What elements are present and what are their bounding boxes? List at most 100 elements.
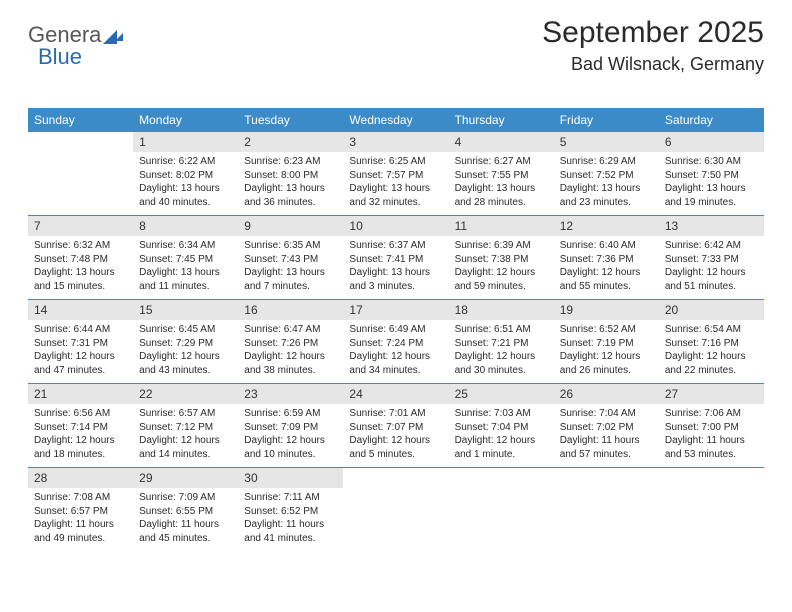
daylight-text: Daylight: 13 hours and 32 minutes. <box>349 182 442 209</box>
sunset-text: Sunset: 7:45 PM <box>139 253 232 267</box>
empty-cell <box>554 468 659 551</box>
day-cell: 6 Sunrise: 6:30 AMSunset: 7:50 PMDaylight… <box>659 132 764 215</box>
day-info: Sunrise: 7:11 AMSunset: 6:52 PMDaylight:… <box>244 491 337 545</box>
daylight-text: Daylight: 12 hours and 59 minutes. <box>455 266 548 293</box>
day-number: 26 <box>560 387 573 401</box>
day-number: 9 <box>244 219 251 233</box>
month-title: September 2025 <box>542 16 764 50</box>
day-cell: 18 Sunrise: 6:51 AMSunset: 7:21 PMDayligh… <box>449 300 554 383</box>
sunset-text: Sunset: 8:00 PM <box>244 169 337 183</box>
daylight-text: Daylight: 12 hours and 14 minutes. <box>139 434 232 461</box>
daynum-band: 22 <box>133 384 238 404</box>
daylight-text: Daylight: 12 hours and 30 minutes. <box>455 350 548 377</box>
title-block: September 2025 Bad Wilsnack, Germany <box>542 16 764 75</box>
day-cell: 25Sunrise: 7:03 AMSunset: 7:04 PMDayligh… <box>449 384 554 467</box>
daylight-text: Daylight: 12 hours and 38 minutes. <box>244 350 337 377</box>
sunrise-text: Sunrise: 6:30 AM <box>665 155 758 169</box>
daynum-band: 16 <box>238 300 343 320</box>
sunset-text: Sunset: 7:52 PM <box>560 169 653 183</box>
daynum-band: 17 <box>343 300 448 320</box>
day-info: Sunrise: 6:57 AMSunset: 7:12 PMDaylight:… <box>139 407 232 461</box>
daylight-text: Daylight: 11 hours and 57 minutes. <box>560 434 653 461</box>
sunrise-text: Sunrise: 7:01 AM <box>349 407 442 421</box>
day-number: 21 <box>34 387 47 401</box>
sunrise-text: Sunrise: 6:37 AM <box>349 239 442 253</box>
sunrise-text: Sunrise: 6:34 AM <box>139 239 232 253</box>
daylight-text: Daylight: 13 hours and 23 minutes. <box>560 182 653 209</box>
day-info: Sunrise: 6:52 AMSunset: 7:19 PMDaylight:… <box>560 323 653 377</box>
sunset-text: Sunset: 7:31 PM <box>34 337 127 351</box>
daylight-text: Daylight: 13 hours and 15 minutes. <box>34 266 127 293</box>
day-cell: 24Sunrise: 7:01 AMSunset: 7:07 PMDayligh… <box>343 384 448 467</box>
sunset-text: Sunset: 7:02 PM <box>560 421 653 435</box>
sunset-text: Sunset: 7:33 PM <box>665 253 758 267</box>
daylight-text: Daylight: 12 hours and 22 minutes. <box>665 350 758 377</box>
day-number: 15 <box>139 303 152 317</box>
day-cell: 8 Sunrise: 6:34 AMSunset: 7:45 PMDaylight… <box>133 216 238 299</box>
day-cell: 26Sunrise: 7:04 AMSunset: 7:02 PMDayligh… <box>554 384 659 467</box>
day-info: Sunrise: 6:34 AMSunset: 7:45 PMDaylight:… <box>139 239 232 293</box>
location-subtitle: Bad Wilsnack, Germany <box>542 54 764 75</box>
day-cell: 10Sunrise: 6:37 AMSunset: 7:41 PMDayligh… <box>343 216 448 299</box>
sunset-text: Sunset: 7:09 PM <box>244 421 337 435</box>
header-cell-tuesday: Tuesday <box>238 108 343 132</box>
day-number: 8 <box>139 219 146 233</box>
empty-cell <box>343 468 448 551</box>
day-number: 13 <box>665 219 678 233</box>
sunrise-text: Sunrise: 6:47 AM <box>244 323 337 337</box>
day-info: Sunrise: 6:25 AMSunset: 7:57 PMDaylight:… <box>349 155 442 209</box>
week-row: 1Sunrise: 6:22 AMSunset: 8:02 PMDaylight… <box>28 132 764 216</box>
day-cell: 30Sunrise: 7:11 AMSunset: 6:52 PMDayligh… <box>238 468 343 551</box>
day-info: Sunrise: 6:29 AMSunset: 7:52 PMDaylight:… <box>560 155 653 209</box>
sunrise-text: Sunrise: 6:54 AM <box>665 323 758 337</box>
daynum-band: 14 <box>28 300 133 320</box>
sunrise-text: Sunrise: 6:22 AM <box>139 155 232 169</box>
sunset-text: Sunset: 7:19 PM <box>560 337 653 351</box>
sunrise-text: Sunrise: 6:56 AM <box>34 407 127 421</box>
daynum-band: 28 <box>28 468 133 488</box>
week-row: 7Sunrise: 6:32 AMSunset: 7:48 PMDaylight… <box>28 216 764 300</box>
daynum-band: 12 <box>554 216 659 236</box>
day-info: Sunrise: 6:47 AMSunset: 7:26 PMDaylight:… <box>244 323 337 377</box>
day-number: 3 <box>349 135 356 149</box>
daynum-band: 25 <box>449 384 554 404</box>
day-info: Sunrise: 6:51 AMSunset: 7:21 PMDaylight:… <box>455 323 548 377</box>
sunset-text: Sunset: 7:38 PM <box>455 253 548 267</box>
sunrise-text: Sunrise: 6:25 AM <box>349 155 442 169</box>
calendar: SundayMondayTuesdayWednesdayThursdayFrid… <box>28 108 764 551</box>
daylight-text: Daylight: 12 hours and 51 minutes. <box>665 266 758 293</box>
day-number: 6 <box>665 135 672 149</box>
day-number: 1 <box>139 135 146 149</box>
week-row: 14Sunrise: 6:44 AMSunset: 7:31 PMDayligh… <box>28 300 764 384</box>
daylight-text: Daylight: 13 hours and 11 minutes. <box>139 266 232 293</box>
daynum-band: 2 <box>238 132 343 152</box>
daynum-band: 20 <box>659 300 764 320</box>
daylight-text: Daylight: 13 hours and 28 minutes. <box>455 182 548 209</box>
day-number: 27 <box>665 387 678 401</box>
day-number: 18 <box>455 303 468 317</box>
day-cell: 4Sunrise: 6:27 AMSunset: 7:55 PMDaylight… <box>449 132 554 215</box>
day-cell: 17 Sunrise: 6:49 AMSunset: 7:24 PMDayligh… <box>343 300 448 383</box>
daylight-text: Daylight: 13 hours and 40 minutes. <box>139 182 232 209</box>
daylight-text: Daylight: 13 hours and 19 minutes. <box>665 182 758 209</box>
day-cell: 16 Sunrise: 6:47 AMSunset: 7:26 PMDayligh… <box>238 300 343 383</box>
sunset-text: Sunset: 7:36 PM <box>560 253 653 267</box>
sunrise-text: Sunrise: 7:11 AM <box>244 491 337 505</box>
day-number: 25 <box>455 387 468 401</box>
day-cell: 5Sunrise: 6:29 AMSunset: 7:52 PMDaylight… <box>554 132 659 215</box>
sunset-text: Sunset: 7:50 PM <box>665 169 758 183</box>
sunrise-text: Sunrise: 6:27 AM <box>455 155 548 169</box>
brand-triangle2-icon <box>115 33 123 41</box>
daynum-band: 15 <box>133 300 238 320</box>
day-number: 19 <box>560 303 573 317</box>
daynum-band: 18 <box>449 300 554 320</box>
sunset-text: Sunset: 6:55 PM <box>139 505 232 519</box>
sunset-text: Sunset: 7:12 PM <box>139 421 232 435</box>
day-info: Sunrise: 6:45 AMSunset: 7:29 PMDaylight:… <box>139 323 232 377</box>
daylight-text: Daylight: 12 hours and 34 minutes. <box>349 350 442 377</box>
sunrise-text: Sunrise: 6:45 AM <box>139 323 232 337</box>
sunset-text: Sunset: 7:14 PM <box>34 421 127 435</box>
sunset-text: Sunset: 7:07 PM <box>349 421 442 435</box>
day-info: Sunrise: 6:49 AMSunset: 7:24 PMDaylight:… <box>349 323 442 377</box>
daylight-text: Daylight: 12 hours and 18 minutes. <box>34 434 127 461</box>
